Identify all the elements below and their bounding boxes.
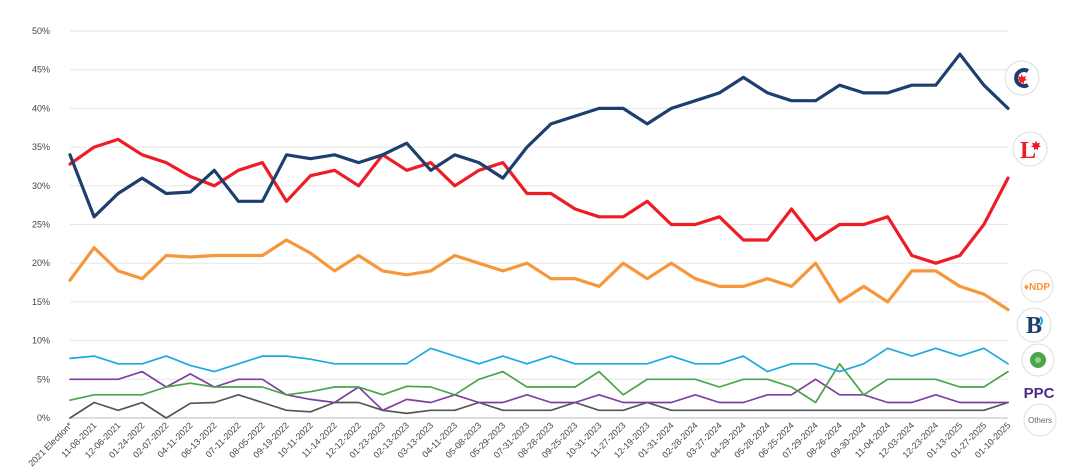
ndp-logo-badge: ♦NDP xyxy=(1020,269,1054,303)
ndp-logo-text: NDP xyxy=(1029,282,1050,293)
series-line-bloc xyxy=(69,347,1009,373)
y-tick-label: 40% xyxy=(32,103,50,113)
svg-text:L: L xyxy=(1020,138,1036,164)
others-badge-label: Others xyxy=(1028,416,1052,425)
svg-text:B: B xyxy=(1026,313,1042,339)
svg-text:♦NDP: ♦NDP xyxy=(1024,282,1051,293)
liberal-logo-badge: L xyxy=(1012,131,1048,167)
y-axis-ticks: 0% 5% 10% 15% 20% 25% 30% 35% 40% 45% 50% xyxy=(32,26,50,423)
y-tick-label: 15% xyxy=(32,297,50,307)
y-tick-label: 35% xyxy=(32,142,50,152)
series-line-ndp xyxy=(68,238,1010,312)
others-badge: Others xyxy=(1023,403,1057,437)
ppc-logo-text: PPC xyxy=(1024,385,1055,402)
y-tick-label: 5% xyxy=(37,374,50,384)
series-line-others xyxy=(69,393,1009,419)
series-line-green xyxy=(69,362,1009,404)
conservative-logo-badge xyxy=(1004,60,1040,96)
series-line-liberal xyxy=(68,137,1010,265)
y-tick-label: 25% xyxy=(32,220,50,230)
x-axis-ticks: 2021 Election*11-08-202112-06-202101-24-… xyxy=(26,420,1012,468)
bloc-logo-badge: B xyxy=(1016,307,1052,343)
y-tick-label: 0% xyxy=(37,413,50,423)
series-line-ppc xyxy=(69,370,1009,412)
y-tick-label: 45% xyxy=(32,65,50,75)
y-tick-label: 20% xyxy=(32,258,50,268)
y-tick-label: 50% xyxy=(32,26,50,36)
series-lines xyxy=(68,52,1010,419)
y-tick-label: 10% xyxy=(32,336,50,346)
green-logo-badge xyxy=(1021,343,1055,377)
series-line-conservative xyxy=(68,52,1010,219)
y-tick-label: 30% xyxy=(32,181,50,191)
ppc-logo-badge: PPC xyxy=(1024,385,1055,402)
